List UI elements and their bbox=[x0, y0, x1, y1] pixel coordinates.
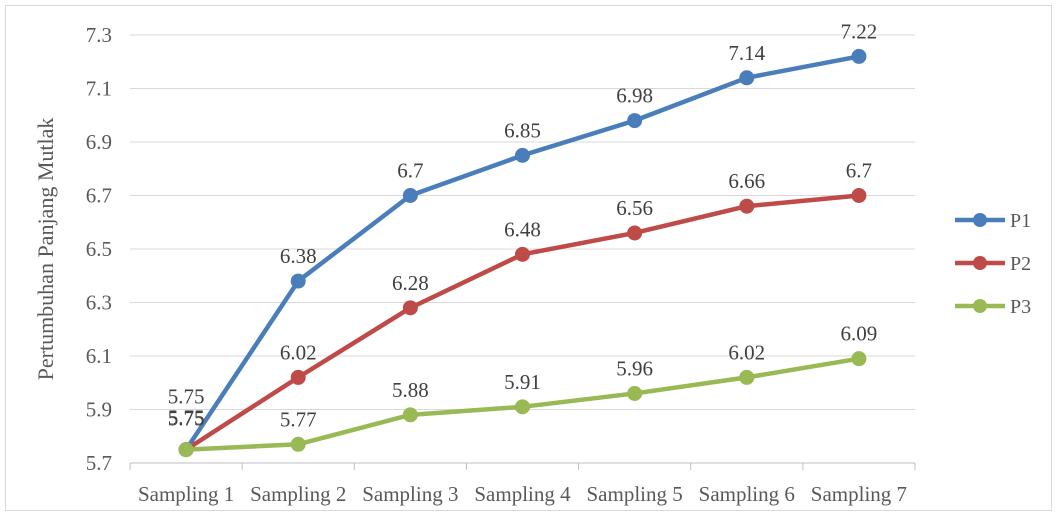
data-point-p3 bbox=[515, 399, 530, 415]
legend-label-p1: P1 bbox=[1010, 210, 1031, 232]
data-point-p2 bbox=[627, 225, 643, 241]
data-point-p1 bbox=[515, 147, 530, 163]
y-tick-label: 6.9 bbox=[86, 130, 112, 154]
y-tick-label: 5.9 bbox=[86, 398, 112, 422]
data-point-p1 bbox=[739, 70, 755, 86]
legend-marker-p3 bbox=[973, 299, 987, 313]
data-point-p2 bbox=[290, 369, 306, 385]
x-tick-label: Sampling 5 bbox=[587, 482, 683, 506]
y-tick-label: 7.1 bbox=[86, 77, 112, 101]
data-labels: 5.75 6.38 6.7 6.85 6.98 7.14 7.22 5.75 6.02 6.28 6… bbox=[168, 19, 878, 431]
y-tick-label: 6.5 bbox=[86, 237, 112, 261]
data-point-p2 bbox=[515, 246, 530, 262]
series-layer bbox=[178, 48, 867, 458]
data-point-p3 bbox=[739, 369, 755, 385]
data-label: 6.38 bbox=[280, 244, 317, 268]
data-label: 6.02 bbox=[728, 340, 765, 364]
y-axis-label: Pertumbuhan Panjang Mutlak bbox=[33, 118, 58, 381]
data-label: 6.28 bbox=[392, 271, 429, 295]
legend-label-p3: P3 bbox=[1010, 296, 1031, 318]
data-label: 5.77 bbox=[280, 407, 317, 431]
data-label: 6.48 bbox=[504, 217, 541, 241]
data-label: 6.85 bbox=[504, 118, 541, 142]
data-label: 5.88 bbox=[392, 378, 429, 402]
data-label: 6.09 bbox=[841, 322, 878, 346]
y-tick-label: 6.3 bbox=[86, 291, 112, 315]
data-label: 6.98 bbox=[616, 84, 653, 108]
data-point-p1 bbox=[402, 188, 418, 203]
gridlines bbox=[130, 34, 915, 410]
data-label: 5.91 bbox=[504, 370, 541, 394]
y-axis: 5.7 5.9 6.1 6.3 6.5 6.7 6.9 7.1 7.3 bbox=[86, 23, 112, 475]
data-label: 6.56 bbox=[616, 196, 653, 220]
data-label: 6.66 bbox=[728, 169, 765, 193]
data-label: 6.7 bbox=[397, 159, 423, 183]
legend-label-p2: P2 bbox=[1010, 253, 1031, 275]
data-point-p3 bbox=[290, 436, 306, 452]
data-label: 6.02 bbox=[280, 340, 317, 364]
y-tick-label: 5.7 bbox=[86, 451, 112, 475]
data-point-p3 bbox=[402, 407, 418, 423]
data-point-p2 bbox=[739, 198, 755, 214]
data-label: 7.14 bbox=[728, 41, 765, 65]
data-label: 5.96 bbox=[616, 356, 653, 380]
data-point-p1 bbox=[627, 113, 643, 129]
y-tick-label: 7.3 bbox=[86, 23, 112, 47]
x-tick-label: Sampling 1 bbox=[138, 482, 234, 506]
data-point-p1 bbox=[290, 273, 306, 289]
data-label: 7.22 bbox=[841, 19, 878, 43]
x-tick-label: Sampling 4 bbox=[474, 482, 571, 506]
x-tick-label: Sampling 7 bbox=[811, 482, 907, 506]
data-point-p2 bbox=[851, 188, 867, 203]
data-point-p3 bbox=[178, 442, 194, 458]
data-point-p2 bbox=[402, 300, 418, 316]
legend: P1 P2 P3 bbox=[955, 210, 1031, 318]
y-tick-label: 6.1 bbox=[86, 344, 112, 368]
data-point-p3 bbox=[851, 351, 867, 367]
data-point-p1 bbox=[851, 48, 867, 64]
legend-marker-p1 bbox=[973, 213, 987, 227]
data-label: 5.75 bbox=[168, 407, 205, 431]
y-tick-label: 6.7 bbox=[86, 184, 112, 208]
x-tick-label: Sampling 6 bbox=[699, 482, 795, 506]
x-axis: Sampling 1 Sampling 2 Sampling 3 Sampling 4… bbox=[129, 462, 916, 506]
data-label: 5.75 bbox=[168, 385, 205, 409]
x-tick-label: Sampling 2 bbox=[250, 482, 346, 506]
x-tick-label: Sampling 3 bbox=[362, 482, 458, 506]
data-label: 5.75 bbox=[168, 406, 205, 430]
data-label: 6.7 bbox=[846, 159, 872, 183]
data-point-p3 bbox=[627, 385, 643, 401]
legend-marker-p2 bbox=[973, 256, 987, 270]
